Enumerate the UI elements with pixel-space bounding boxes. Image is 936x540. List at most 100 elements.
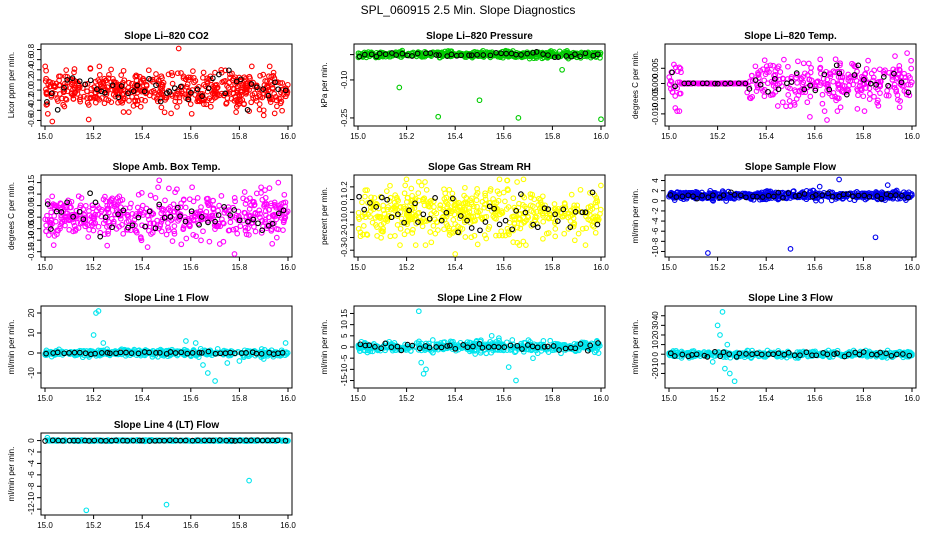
y-tick-label: 0.15 [27, 174, 36, 190]
data-point [452, 221, 459, 227]
outlier-point [260, 356, 267, 362]
data-point [861, 108, 868, 114]
x-tick-label: 15.8 [545, 394, 561, 403]
outlier-point [530, 355, 536, 362]
data-point [438, 344, 445, 351]
data-point [767, 62, 774, 69]
data-point [157, 98, 164, 105]
data-point [43, 222, 50, 229]
data-point [808, 77, 815, 84]
data-point [575, 230, 582, 237]
data-point [210, 197, 216, 204]
x-tick-label: 15.0 [37, 394, 53, 403]
data-point [205, 348, 212, 355]
data-point [90, 227, 97, 234]
data-point [534, 344, 541, 351]
data-point [813, 79, 820, 86]
data-point [104, 349, 111, 356]
x-tick-label: 16.0 [593, 394, 609, 403]
data-point [752, 63, 759, 70]
data-point [54, 349, 61, 356]
data-point [262, 208, 269, 214]
data-point [511, 216, 518, 222]
data-point [466, 208, 473, 215]
data-point [430, 349, 436, 356]
data-point [431, 208, 437, 215]
x-tick-label: 15.8 [545, 263, 561, 272]
x-tick-label: 15.8 [856, 394, 872, 403]
data-point [146, 349, 153, 356]
data-point [373, 53, 380, 60]
data-point [592, 229, 599, 236]
x-tick-label: 15.6 [807, 394, 823, 403]
panel-title: Slope Li–820 Pressure [426, 31, 533, 42]
data-point [361, 206, 368, 213]
data-point [441, 216, 448, 223]
data-point [138, 96, 145, 103]
data-point [783, 103, 789, 110]
panel-3: Slope Li–820 Temp.15.0 15.2 15.4 15.6 15.8 16… [631, 31, 920, 141]
data-point [268, 226, 275, 232]
data-point [252, 228, 259, 235]
data-point [598, 182, 604, 189]
data-point [519, 346, 525, 352]
data-point [141, 88, 148, 95]
y-tick-label: 10 [27, 328, 36, 337]
data-point [397, 242, 403, 248]
data-point [545, 230, 552, 236]
data-point [760, 66, 766, 73]
data-point [481, 204, 488, 211]
data-point [487, 188, 494, 194]
data-point [356, 216, 363, 222]
data-point [123, 219, 130, 225]
data-point [504, 177, 511, 184]
data-point [493, 232, 499, 239]
data-point [205, 202, 212, 209]
data-point [426, 215, 433, 222]
data-point [518, 221, 525, 228]
data-point [200, 101, 207, 107]
data-point [520, 176, 527, 183]
x-tick-label: 15.8 [232, 394, 248, 403]
data-point [93, 208, 100, 214]
outlier-point [204, 370, 211, 376]
data-point [460, 200, 467, 207]
data-point [367, 214, 373, 220]
data-point [115, 99, 121, 106]
data-point [436, 52, 442, 58]
data-point [198, 214, 205, 220]
data-point [80, 216, 87, 223]
data-point [801, 86, 808, 93]
y-tick-label: -10 [651, 245, 660, 257]
data-point [266, 185, 273, 191]
data-point [582, 242, 589, 248]
data-point [227, 219, 234, 226]
data-point [490, 196, 496, 202]
points-layer [42, 308, 291, 384]
data-point [775, 86, 782, 93]
y-tick-label: 20 [651, 330, 660, 339]
data-point [146, 227, 152, 234]
data-point [414, 50, 421, 57]
data-point [182, 204, 189, 211]
data-point [406, 207, 412, 214]
data-point [843, 91, 850, 98]
data-point [67, 204, 73, 211]
data-point [189, 184, 195, 191]
data-point [739, 80, 746, 87]
data-point [694, 189, 701, 196]
data-point [58, 220, 65, 227]
data-point [275, 210, 282, 217]
data-point [470, 343, 476, 350]
data-point [236, 96, 243, 103]
outlier-point [452, 251, 459, 257]
outlier-point [156, 177, 163, 184]
y-tick-label: -0.10 [340, 70, 349, 89]
data-point [854, 106, 861, 112]
data-point [880, 74, 887, 80]
data-point [115, 94, 122, 101]
data-point [871, 67, 878, 74]
data-point [265, 92, 272, 99]
outlier-point [418, 359, 425, 366]
data-point [799, 191, 805, 198]
